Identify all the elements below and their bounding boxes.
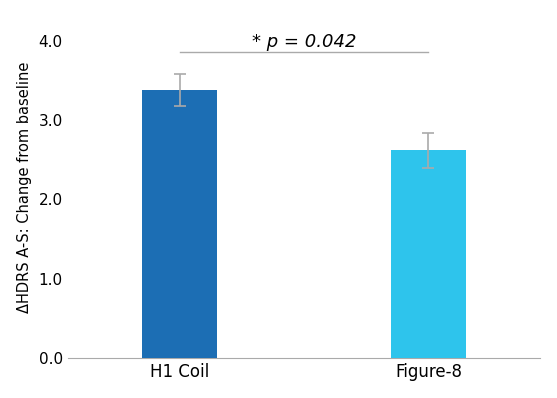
Bar xyxy=(143,90,217,359)
Text: * p = 0.042: * p = 0.042 xyxy=(252,33,356,51)
Bar xyxy=(391,150,466,359)
Y-axis label: ΔHDRS A-S: Change from baseline: ΔHDRS A-S: Change from baseline xyxy=(17,62,32,313)
